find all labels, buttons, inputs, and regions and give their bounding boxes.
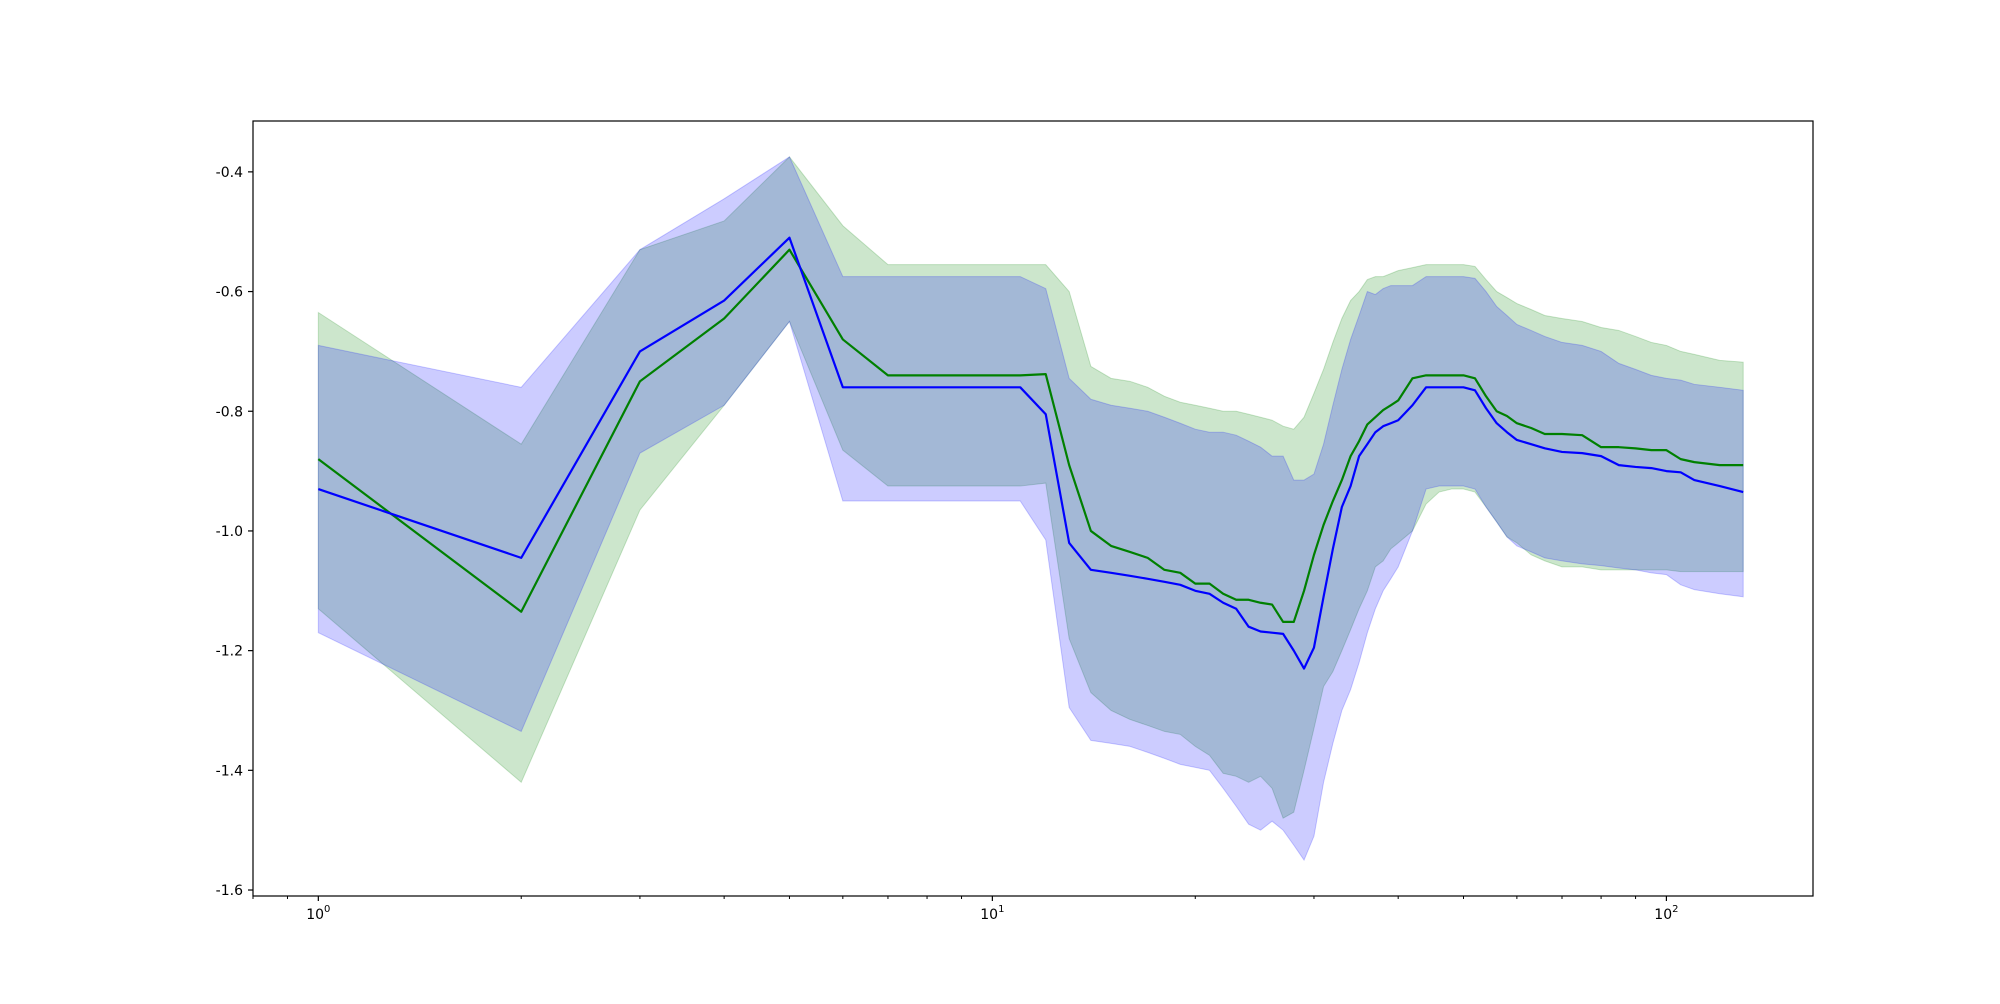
y-tick-label: -1.0 <box>216 524 243 540</box>
x-tick-label: 100 <box>306 904 330 923</box>
y-tick-label: -1.2 <box>216 644 243 660</box>
y-tick-label: -0.4 <box>216 165 243 181</box>
x-tick-label: 101 <box>980 904 1004 923</box>
series-2-band <box>317 156 1744 862</box>
axes: -0.4 -0.6 -0.8 -1.0 -1.2 -1.4 -1.6 100 101 102 <box>216 120 1814 923</box>
series-lines <box>317 236 1744 670</box>
plot-frame <box>252 120 1814 897</box>
y-tick-label: -1.4 <box>216 763 243 779</box>
series-2-line <box>317 236 1744 670</box>
series-1-band <box>317 156 1744 819</box>
y-tick-label: -0.6 <box>216 285 243 301</box>
series-1-line <box>317 248 1744 624</box>
x-tick-label: 102 <box>1654 904 1678 923</box>
y-tick-label: -0.8 <box>216 404 243 420</box>
y-tick-label: -1.6 <box>216 883 243 899</box>
confidence-bands <box>317 156 1744 862</box>
